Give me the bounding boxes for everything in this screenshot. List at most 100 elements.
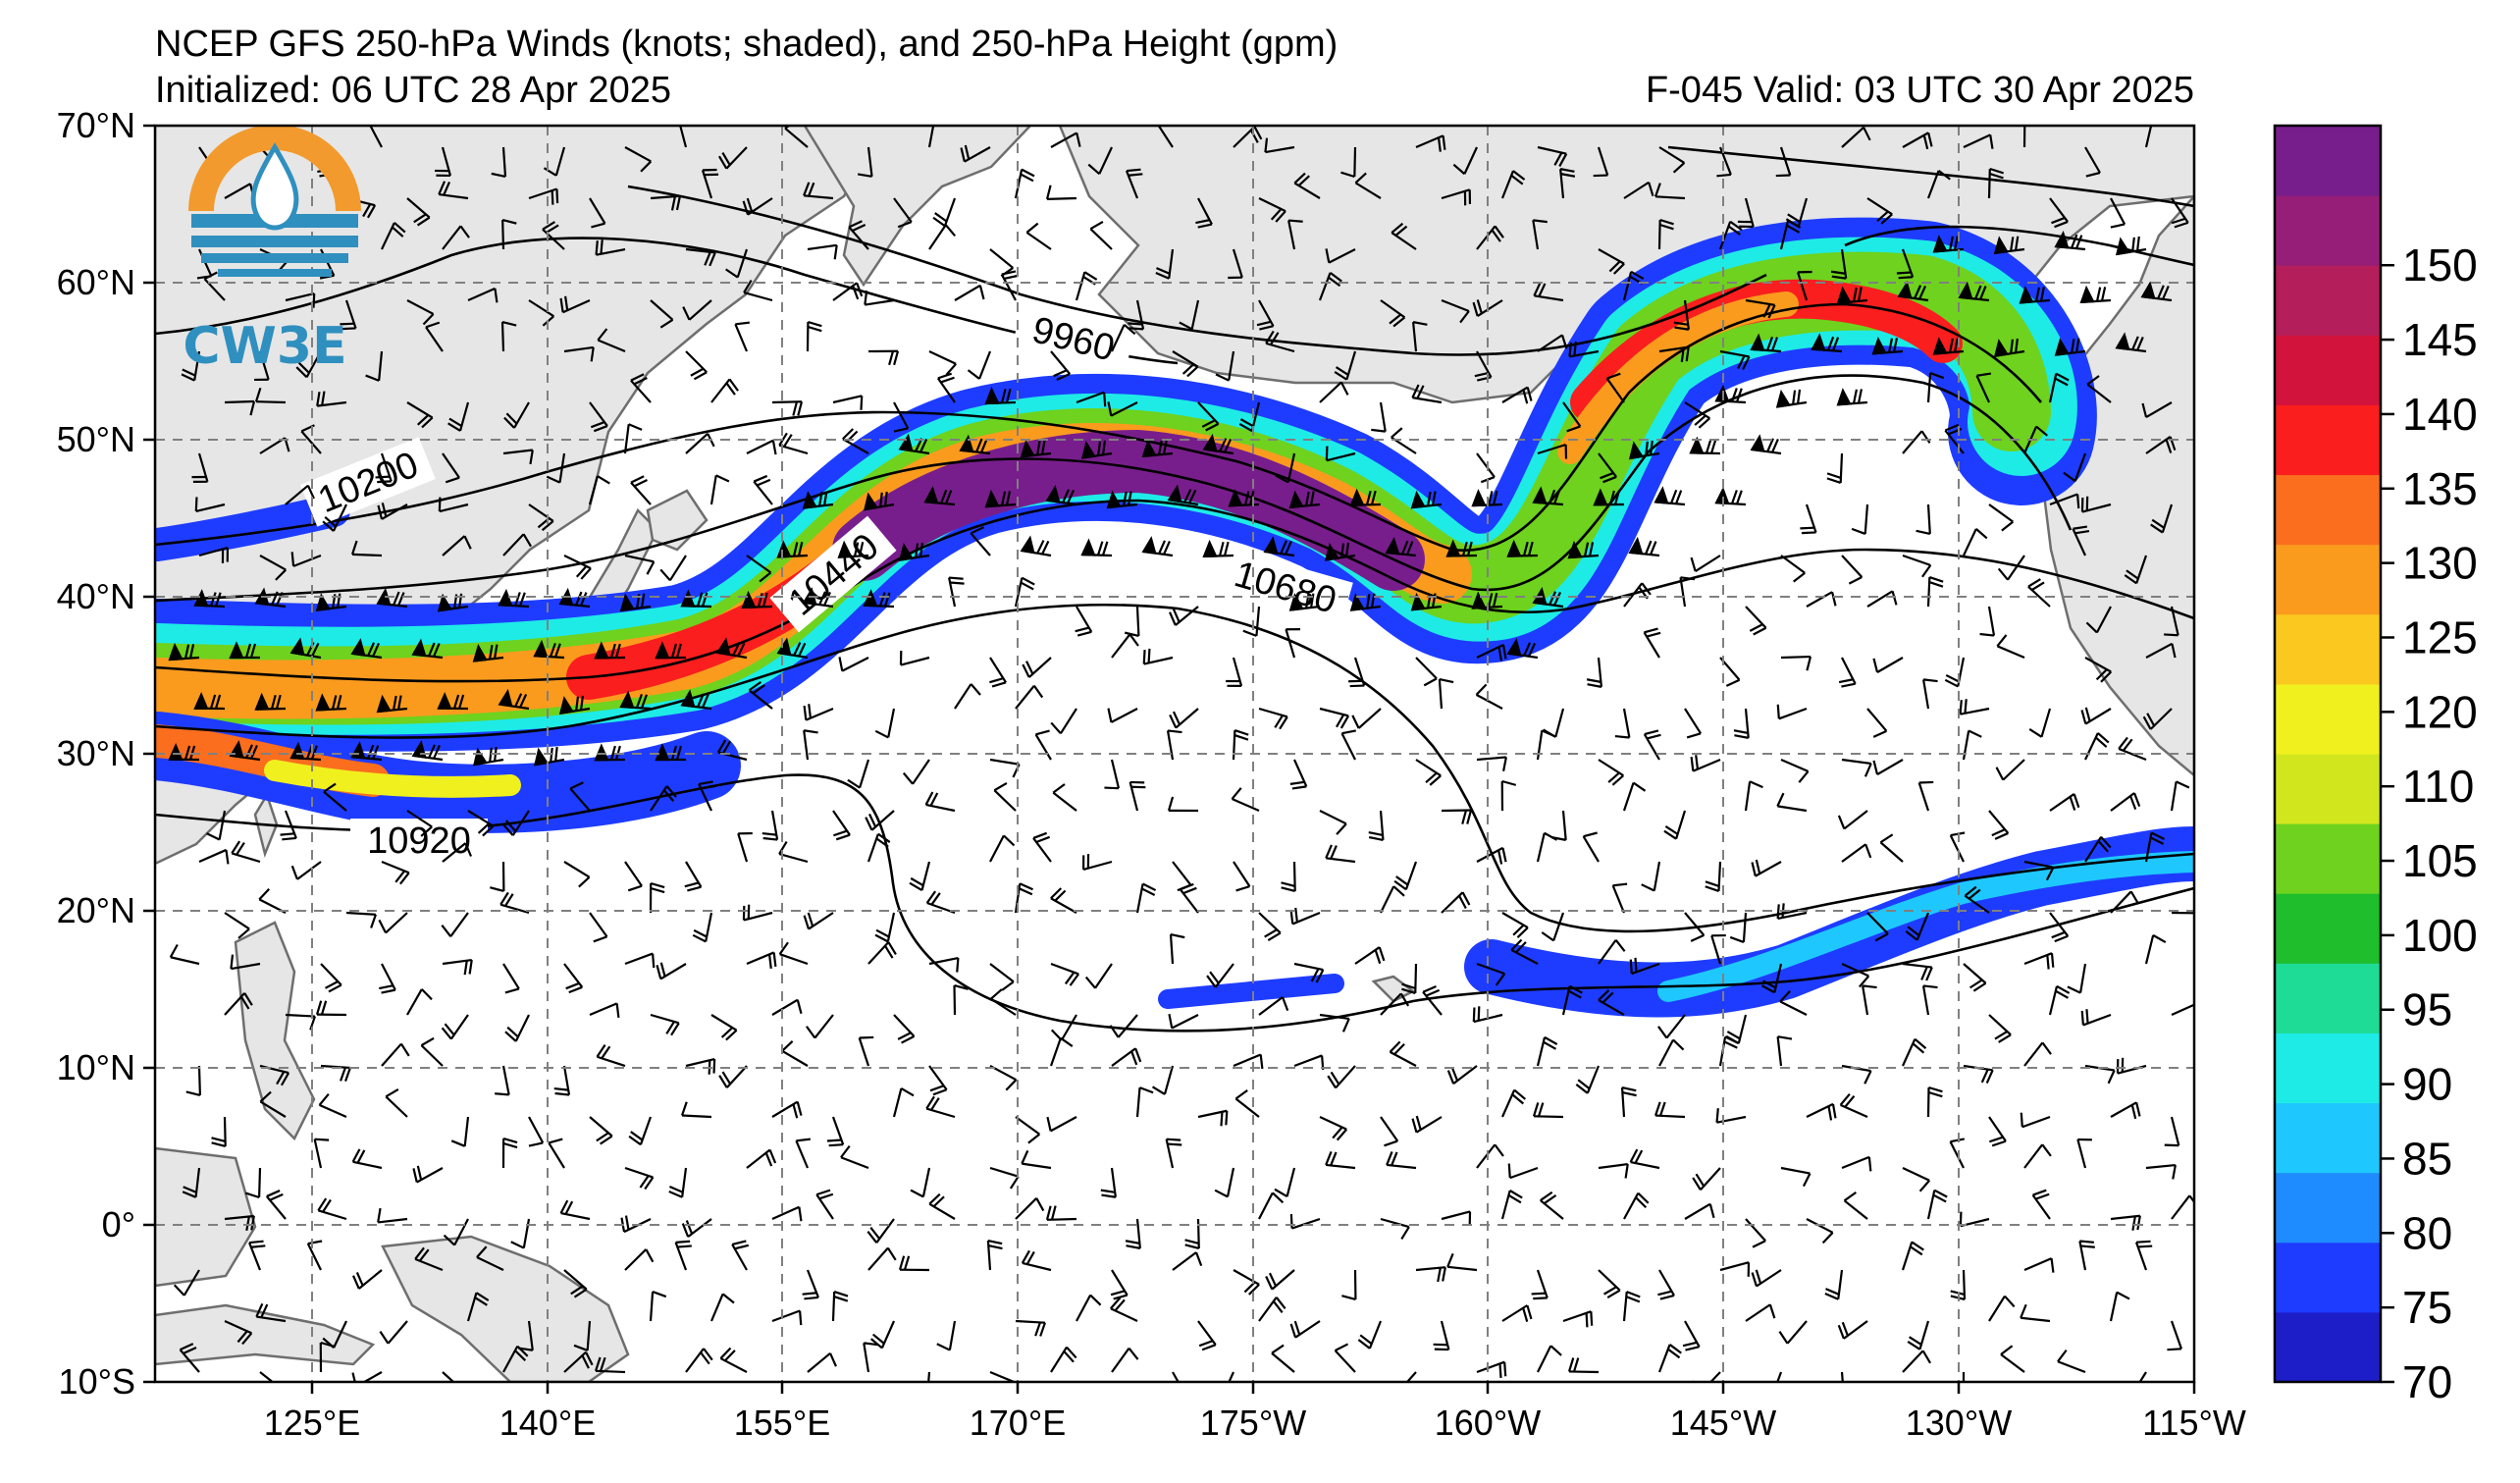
wind-barb	[1368, 810, 1385, 841]
contour-label-10920: 10920	[367, 821, 471, 862]
wind-barbs	[168, 126, 2194, 1382]
wind-barb	[1658, 146, 1686, 174]
wind-barb	[533, 746, 565, 767]
wind-barb	[784, 126, 809, 148]
colorbar-segment	[2275, 126, 2381, 196]
wind-barb	[1839, 1092, 1868, 1119]
wind-barb	[2124, 555, 2148, 585]
wind-barb	[1926, 1086, 1943, 1118]
wind-barb	[2144, 831, 2165, 863]
wind-barb	[2049, 493, 2080, 509]
wind-barb	[2171, 197, 2189, 229]
wind-barb	[1733, 708, 1750, 739]
wind-barb	[1506, 638, 1539, 660]
wind-barb	[1500, 779, 1517, 812]
wind-barb	[1109, 1014, 1138, 1038]
wind-barb	[1275, 452, 1296, 484]
wind-barb	[2171, 911, 2194, 915]
wind-barb	[1293, 962, 1325, 983]
wind-barb	[1643, 627, 1661, 659]
colorbar-frame	[2273, 124, 2383, 1384]
wind-barb	[948, 576, 965, 608]
wind-barb	[1050, 887, 1077, 914]
wind-barb	[1988, 1116, 2007, 1147]
wind-barb	[1750, 333, 1782, 353]
wind-barb	[993, 781, 1017, 812]
wind-barb	[674, 1240, 692, 1271]
colorbar-segment	[2275, 195, 2381, 266]
wind-barb	[910, 1167, 931, 1198]
wind-barb	[1684, 401, 1711, 429]
wind-barb	[1324, 542, 1356, 561]
wind-barb	[924, 791, 956, 813]
wind-barb	[1474, 350, 1493, 382]
wind-barb	[502, 963, 520, 994]
wind-barb	[655, 641, 687, 660]
wind-barb	[1871, 337, 1904, 355]
wind-barb	[1501, 912, 1529, 938]
wind-barb	[1197, 401, 1220, 432]
wind-barb	[193, 589, 226, 609]
wind-barb	[443, 1218, 469, 1246]
wind-barb	[1536, 831, 1558, 863]
wind-barb	[1716, 146, 1732, 178]
wind-barb	[1710, 933, 1726, 965]
wind-barb	[1135, 1086, 1154, 1118]
wind-barb	[447, 401, 470, 432]
wind-barb	[211, 1116, 227, 1148]
wind-barb	[650, 194, 681, 211]
colorbar-segment	[2275, 1102, 2381, 1174]
wind-barb	[1620, 1086, 1637, 1118]
wind-barb	[295, 350, 322, 379]
lat-label: 70°N	[57, 105, 135, 145]
wind-barb	[596, 1044, 626, 1068]
wind-barb	[619, 593, 652, 612]
wind-barb	[1142, 648, 1174, 665]
wind-barb	[771, 1205, 803, 1222]
wind-barb	[589, 1116, 613, 1145]
wind-barb	[2110, 1101, 2141, 1120]
wind-barb	[1015, 684, 1044, 710]
wind-barb	[229, 641, 261, 660]
wind-barb	[1052, 783, 1077, 812]
wind-barb	[2057, 1349, 2086, 1374]
wind-barb	[1988, 1295, 2016, 1322]
wind-barb	[1380, 1116, 1399, 1147]
wind-barb	[1838, 657, 1857, 688]
wind-barb	[230, 954, 261, 971]
wind-barb	[406, 810, 433, 837]
wind-barb	[563, 861, 591, 888]
colorbar-segment	[2275, 404, 2381, 476]
wind-barb	[1265, 1269, 1295, 1291]
wind-barb	[290, 861, 322, 880]
wind-barb	[624, 146, 653, 173]
wind-barb	[442, 452, 460, 484]
colorbar-segment	[2275, 893, 2381, 964]
wind-barb	[1340, 729, 1356, 761]
wind-barb	[1598, 989, 1625, 1016]
wind-barb	[1501, 1304, 1533, 1322]
wind-barb	[1905, 912, 1930, 941]
wind-barb	[1231, 787, 1260, 813]
wind-barb	[442, 225, 470, 250]
wind-barb	[986, 1239, 1003, 1271]
wind-barb	[533, 639, 565, 660]
lon-label: 140°E	[499, 1403, 596, 1443]
wind-barb	[731, 1240, 750, 1271]
wind-barb	[573, 1320, 592, 1351]
wind-barb	[412, 1165, 444, 1184]
wind-barb	[1902, 962, 1933, 981]
wind-barb	[1775, 389, 1808, 408]
new-guinea-land	[381, 1235, 630, 1382]
wind-barb	[1567, 1357, 1600, 1374]
wind-barb	[826, 1116, 845, 1147]
wind-barb	[588, 475, 610, 505]
wind-barb	[1172, 1251, 1203, 1271]
wind-barb	[1510, 938, 1539, 965]
wind-barb	[1902, 1350, 1932, 1373]
wind-barb	[1415, 657, 1438, 687]
wind-barb	[1050, 350, 1072, 381]
wind-barb	[316, 391, 347, 407]
wind-barb	[1501, 386, 1533, 404]
wind-barb	[771, 1100, 803, 1119]
